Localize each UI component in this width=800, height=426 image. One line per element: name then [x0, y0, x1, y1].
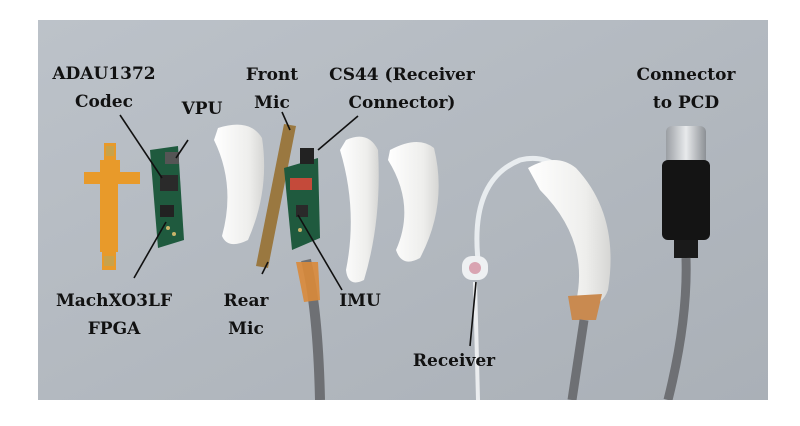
label-connector: Connector	[637, 65, 737, 85]
shell-piece	[214, 124, 265, 245]
shell-piece	[388, 141, 439, 262]
label-receiver: Receiver	[413, 351, 496, 371]
label-front-mic: Mic	[254, 93, 290, 113]
bte-shell	[528, 160, 611, 306]
hearing-aid-components-photo: ADAU1372 Codec VPU Front Mic CS44 (Recei…	[38, 20, 768, 400]
label-codec: Codec	[75, 92, 133, 112]
shell-piece	[340, 136, 379, 283]
mic-flex-strip	[256, 124, 296, 268]
label-receiver-connector: Connector)	[349, 93, 456, 113]
bte-cable	[567, 319, 589, 400]
second-pcb	[284, 148, 320, 250]
label-rear: Rear	[224, 291, 270, 311]
label-adau1372: ADAU1372	[51, 64, 155, 84]
pointer-lines	[119, 111, 477, 347]
label-cs44: CS44 (Receiver	[329, 65, 476, 85]
usb-c-connector	[662, 126, 710, 400]
label-fpga: FPGA	[88, 319, 141, 339]
label-front: Front	[246, 65, 298, 85]
label-vpu: VPU	[181, 99, 223, 119]
flex-pcb	[84, 143, 140, 270]
label-imu: IMU	[339, 291, 381, 311]
receiver-tube	[474, 155, 558, 261]
bte-tip	[568, 294, 602, 320]
label-to-pcd: to PCD	[653, 93, 719, 113]
label-machxo3lf: MachXO3LF	[56, 291, 172, 311]
cable-strain-relief	[296, 262, 320, 302]
label-rear-mic: Mic	[228, 319, 264, 339]
receiver-wire	[473, 281, 480, 400]
